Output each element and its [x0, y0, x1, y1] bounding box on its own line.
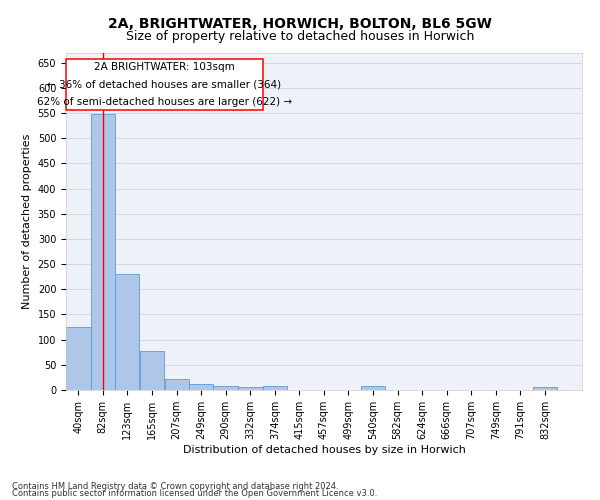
Bar [115, 274, 139, 390]
Bar [91, 114, 115, 390]
Text: 62% of semi-detached houses are larger (622) →: 62% of semi-detached houses are larger (… [37, 97, 292, 107]
FancyBboxPatch shape [66, 58, 263, 110]
Bar [214, 386, 238, 390]
Text: Contains public sector information licensed under the Open Government Licence v3: Contains public sector information licen… [12, 489, 377, 498]
Text: 2A, BRIGHTWATER, HORWICH, BOLTON, BL6 5GW: 2A, BRIGHTWATER, HORWICH, BOLTON, BL6 5G… [108, 18, 492, 32]
Bar [140, 351, 164, 390]
Text: Size of property relative to detached houses in Horwich: Size of property relative to detached ho… [126, 30, 474, 43]
Bar [361, 386, 385, 390]
Bar [533, 387, 557, 390]
Y-axis label: Number of detached properties: Number of detached properties [22, 134, 32, 309]
Text: 2A BRIGHTWATER: 103sqm: 2A BRIGHTWATER: 103sqm [94, 62, 235, 72]
Bar [238, 387, 263, 390]
Bar [190, 384, 213, 390]
Text: ← 36% of detached houses are smaller (364): ← 36% of detached houses are smaller (36… [47, 80, 281, 90]
Bar [66, 327, 91, 390]
Bar [263, 386, 287, 390]
Text: Contains HM Land Registry data © Crown copyright and database right 2024.: Contains HM Land Registry data © Crown c… [12, 482, 338, 491]
Bar [164, 379, 189, 390]
X-axis label: Distribution of detached houses by size in Horwich: Distribution of detached houses by size … [182, 444, 466, 454]
